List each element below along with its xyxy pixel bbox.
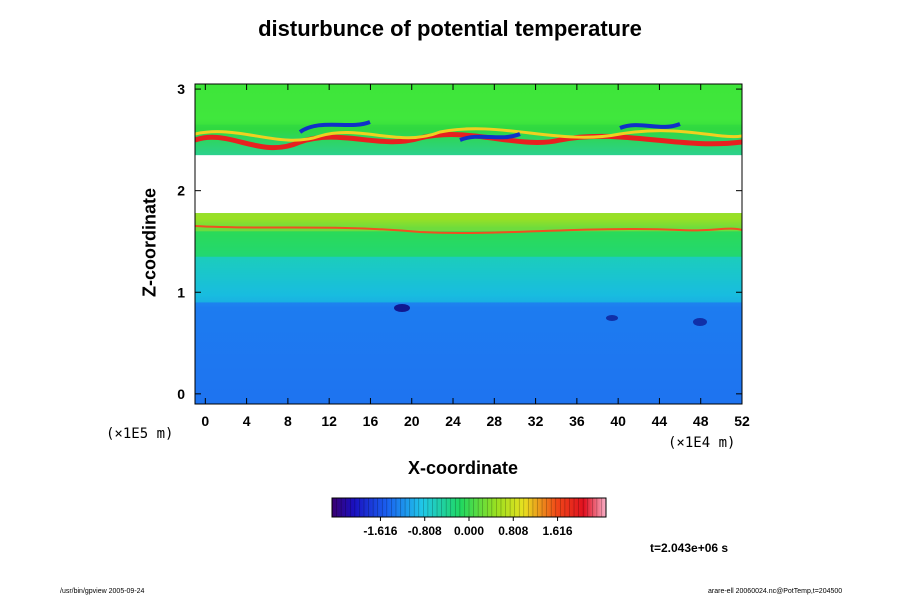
colorbar-ticks: -1.616 -0.808 0.000 0.808 1.616 (363, 517, 573, 538)
y-axis-title: Z-coordinate (139, 188, 160, 298)
blue-wave (298, 120, 681, 142)
y-axis: 0 1 2 3 (177, 81, 742, 402)
field-band (195, 256, 742, 303)
y-tick-label: 0 (177, 386, 185, 402)
x-tick-label: 0 (201, 413, 209, 429)
dark-spot (606, 315, 618, 321)
x-tick-label: 32 (528, 413, 544, 429)
dark-spot (693, 318, 707, 326)
x-tick-label: 8 (284, 413, 292, 429)
x-tick-label: 24 (445, 413, 461, 429)
yellow-wave (195, 127, 742, 142)
colorbar-stripes (336, 498, 602, 517)
x-tick-label: 4 (243, 413, 251, 429)
lower-red-line (195, 225, 742, 234)
x-unit-label: (×1E4 m) (668, 435, 736, 451)
x-tick-label: 52 (734, 413, 750, 429)
x-tick-label: 16 (363, 413, 379, 429)
dark-spot (394, 304, 410, 312)
x-tick-label: 12 (321, 413, 337, 429)
field-detail (195, 120, 742, 326)
y-tick-label: 3 (177, 81, 185, 97)
footer-left: /usr/bin/gpview 2005-09-24 (60, 588, 145, 595)
field-band (195, 302, 742, 404)
x-tick-label: 44 (652, 413, 668, 429)
y-tick-label: 1 (177, 284, 185, 300)
x-tick-label: 36 (569, 413, 585, 429)
y-unit-label: (×1E5 m) (106, 426, 174, 442)
x-axis-title: X-coordinate (408, 458, 519, 478)
colorbar-tick-label: -0.808 (408, 524, 442, 538)
x-tick-label: 48 (693, 413, 709, 429)
time-label: t=2.043e+06 s (650, 541, 729, 555)
colorbar-tick-label: -1.616 (363, 524, 397, 538)
y-tick-label: 2 (177, 183, 185, 199)
x-axis: 0 4 8 12 16 20 24 28 32 36 40 44 48 52 (201, 84, 750, 429)
chart-title: disturbunce of potential temperature (258, 16, 642, 41)
field-band (195, 155, 742, 214)
x-tick-label: 40 (610, 413, 626, 429)
colorbar-tick-label: 0.000 (454, 524, 484, 538)
plot-frame (194, 83, 743, 405)
colorbar-tick-label: 1.616 (543, 524, 573, 538)
x-tick-label: 28 (487, 413, 503, 429)
field-band (195, 231, 742, 257)
colorbar-tick-label: 0.808 (498, 524, 528, 538)
field-band (195, 84, 742, 125)
x-tick-label: 20 (404, 413, 420, 429)
footer-right: arare-ell 20060024.nc@PotTemp,t=204500 (708, 588, 843, 595)
